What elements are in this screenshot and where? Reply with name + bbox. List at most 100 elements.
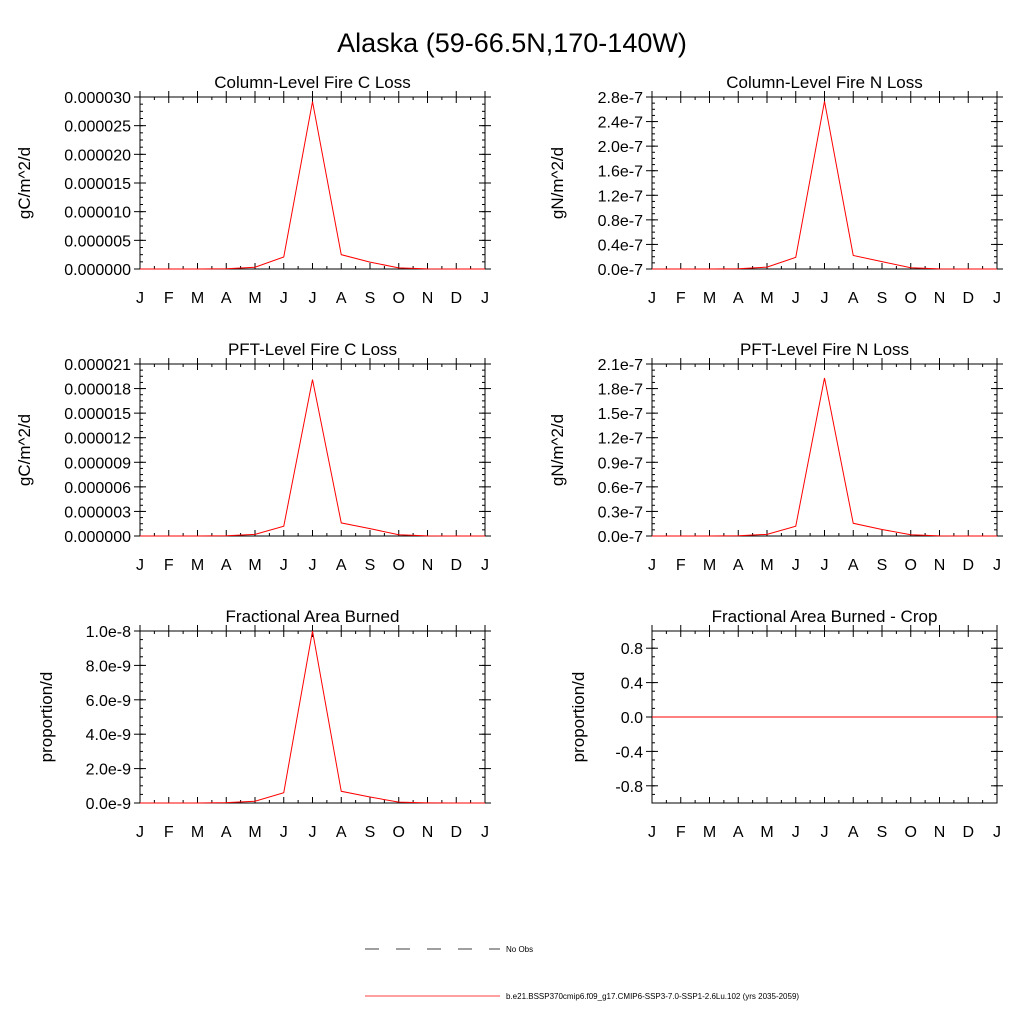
x-tick-label: A: [336, 824, 347, 841]
x-tick-label: M: [760, 290, 773, 307]
x-tick-label: D: [962, 824, 974, 841]
y-tick-label: 8.0e-9: [86, 658, 131, 675]
x-tick-label: J: [136, 824, 144, 841]
legend: No Obs b.e21.BSSP370cmip6.f09_g17.CMIP6-…: [365, 945, 799, 1001]
x-tick-label: J: [792, 290, 800, 307]
y-tick-label: 1.8e-7: [598, 382, 643, 399]
y-tick-label: 0.000003: [64, 504, 131, 521]
y-tick-label: 0.000009: [64, 455, 131, 472]
x-tick-label: M: [760, 557, 773, 574]
series-line: [652, 101, 997, 270]
x-tick-label: M: [703, 824, 716, 841]
x-tick-label: F: [676, 824, 686, 841]
x-tick-label: M: [248, 824, 261, 841]
y-tick-label: 4.0e-9: [86, 727, 131, 744]
x-tick-label: M: [703, 557, 716, 574]
x-tick-label: N: [422, 290, 434, 307]
x-tick-label: M: [760, 824, 773, 841]
x-tick-label: N: [934, 824, 946, 841]
x-tick-label: S: [365, 290, 376, 307]
x-tick-label: A: [221, 557, 232, 574]
x-tick-label: J: [309, 557, 317, 574]
x-tick-label: F: [676, 557, 686, 574]
x-tick-label: J: [309, 290, 317, 307]
x-tick-label: D: [450, 290, 462, 307]
x-tick-label: J: [821, 824, 829, 841]
x-tick-label: A: [733, 557, 744, 574]
x-tick-label: M: [248, 290, 261, 307]
x-tick-label: S: [365, 824, 376, 841]
y-axis-label: proportion/d: [37, 672, 56, 763]
y-tick-label: -0.4: [615, 744, 643, 761]
y-tick-label: 1.5e-7: [598, 406, 643, 423]
plot-frame: [139, 96, 486, 270]
x-tick-label: M: [248, 557, 261, 574]
panel-title: PFT-Level Fire C Loss: [228, 340, 397, 359]
y-tick-label: 1.2e-7: [598, 188, 643, 205]
series-line: [140, 101, 485, 270]
legend-no-obs-label: No Obs: [506, 945, 533, 954]
y-tick-label: 2.8e-7: [598, 90, 643, 107]
x-tick-label: M: [191, 290, 204, 307]
y-tick-label: 1.0e-8: [86, 624, 131, 641]
y-tick-label: 0.0e-7: [598, 262, 643, 279]
x-tick-label: F: [164, 824, 174, 841]
x-tick-label: A: [733, 290, 744, 307]
x-tick-label: A: [336, 290, 347, 307]
series-line: [140, 630, 485, 804]
y-tick-label: 0.000015: [64, 406, 131, 423]
x-tick-label: J: [309, 824, 317, 841]
x-tick-label: S: [365, 557, 376, 574]
x-tick-label: J: [136, 557, 144, 574]
x-tick-label: O: [393, 557, 405, 574]
y-tick-label: 2.4e-7: [598, 115, 643, 132]
y-tick-label: 0.000000: [64, 529, 131, 546]
y-tick-label: 0.000005: [64, 233, 131, 250]
y-tick-label: 0.8e-7: [598, 213, 643, 230]
y-tick-label: 0.0: [621, 710, 643, 727]
x-tick-label: D: [962, 557, 974, 574]
panel-title: Column-Level Fire N Loss: [726, 73, 923, 92]
y-tick-label: 0.000021: [64, 357, 131, 374]
x-tick-label: M: [191, 557, 204, 574]
x-tick-label: F: [676, 290, 686, 307]
x-tick-label: O: [905, 290, 917, 307]
y-tick-label: 0.6e-7: [598, 480, 643, 497]
x-tick-label: S: [877, 290, 888, 307]
plot-frame: [139, 363, 486, 537]
x-tick-label: J: [821, 557, 829, 574]
y-tick-label: 0.000018: [64, 382, 131, 399]
x-tick-label: J: [280, 290, 288, 307]
x-tick-label: J: [648, 824, 656, 841]
panel-title: Fractional Area Burned: [226, 607, 400, 626]
y-axis-label: gN/m^2/d: [548, 414, 567, 486]
x-tick-label: N: [422, 557, 434, 574]
x-tick-label: J: [481, 557, 489, 574]
y-tick-label: 0.000015: [64, 176, 131, 193]
x-tick-label: A: [336, 557, 347, 574]
x-tick-label: J: [993, 290, 1001, 307]
x-tick-label: J: [648, 557, 656, 574]
y-axis-label: gN/m^2/d: [548, 147, 567, 219]
x-tick-label: J: [136, 290, 144, 307]
panel-title: Column-Level Fire C Loss: [214, 73, 411, 92]
x-tick-label: S: [877, 824, 888, 841]
x-tick-label: J: [821, 290, 829, 307]
x-tick-label: O: [393, 290, 405, 307]
x-tick-label: A: [848, 290, 859, 307]
plot-frame: [651, 96, 998, 270]
x-tick-label: J: [792, 557, 800, 574]
x-tick-label: D: [962, 290, 974, 307]
x-tick-label: S: [877, 557, 888, 574]
y-tick-label: 0.8: [621, 641, 643, 658]
y-tick-label: 0.4: [621, 676, 643, 693]
plot-frame: [651, 363, 998, 537]
x-tick-label: M: [191, 824, 204, 841]
y-tick-label: 6.0e-9: [86, 693, 131, 710]
y-tick-label: 0.9e-7: [598, 455, 643, 472]
y-tick-label: 0.000006: [64, 480, 131, 497]
